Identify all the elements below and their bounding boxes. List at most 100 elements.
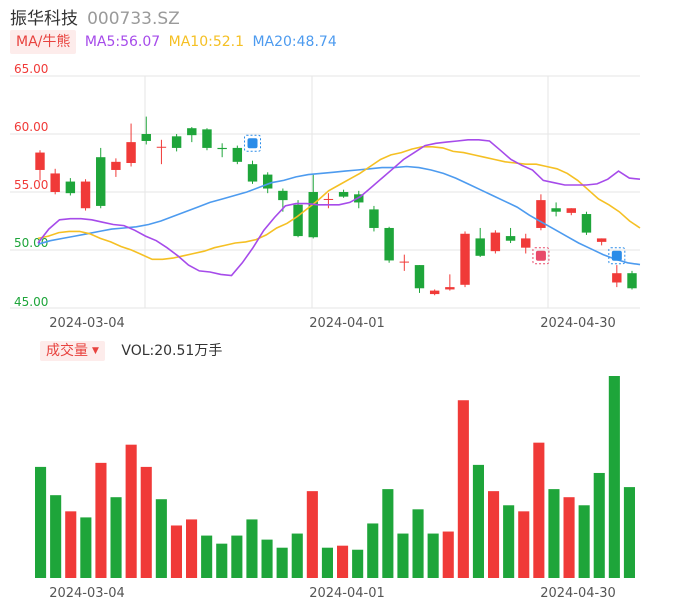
- candle-body: [232, 147, 243, 162]
- ma10-line: [37, 146, 641, 261]
- candle-body: [399, 261, 410, 263]
- volume-bar: [201, 535, 213, 578]
- volume-bar: [186, 519, 198, 578]
- volume-bar: [35, 466, 47, 578]
- volume-bar: [321, 547, 333, 578]
- candle-body: [475, 238, 485, 256]
- volume-value: VOL:20.51万手: [121, 343, 223, 359]
- candle-body: [505, 236, 516, 241]
- candlesticks: [35, 116, 637, 296]
- volume-bar: [65, 511, 77, 578]
- ma10-value: MA10:52.1: [168, 34, 244, 50]
- candle-body: [445, 287, 455, 290]
- candle-body: [596, 238, 607, 242]
- volume-bar: [427, 533, 439, 578]
- candle-body: [80, 181, 91, 209]
- date-tick-label: 2024-04-30: [540, 316, 616, 331]
- volume-bar: [578, 505, 590, 578]
- volume-bar: [306, 491, 318, 578]
- candle-body: [627, 273, 637, 289]
- volume-bar: [140, 466, 152, 578]
- volume-date-axis-labels: 2024-03-04 2024-04-01 2024-04-30: [49, 586, 616, 601]
- candle-body: [414, 265, 425, 289]
- volume-bar: [291, 533, 303, 578]
- signal-markers: [244, 134, 626, 265]
- candle-body: [126, 142, 136, 163]
- volume-bar: [533, 442, 545, 578]
- date-axis-labels: 2024-03-04 2024-04-01 2024-04-30: [49, 316, 616, 331]
- volume-bar: [488, 491, 500, 578]
- signal-marker-frame: [532, 247, 550, 265]
- date-tick-label: 2024-03-04: [49, 316, 125, 331]
- stock-code: 000733.SZ: [87, 9, 180, 29]
- signal-marker-frame: [244, 134, 262, 152]
- volume-bar: [231, 535, 243, 578]
- dropdown-arrow-icon: ▼: [92, 346, 99, 356]
- volume-bar: [548, 489, 560, 578]
- volume-bar: [261, 539, 273, 578]
- ma-legend: MA/牛熊 MA5:56.07 MA10:52.1 MA20:48.74: [10, 30, 337, 54]
- candle-body: [35, 152, 45, 170]
- date-tick-label: 2024-04-01: [309, 586, 385, 601]
- volume-indicator-label: 成交量: [46, 343, 88, 359]
- price-tick-label: 45.00: [14, 295, 48, 309]
- candle-body: [308, 192, 318, 238]
- candle-body: [581, 214, 592, 233]
- candle-body: [96, 157, 106, 206]
- ma5-value: MA5:56.07: [84, 34, 161, 50]
- volume-bar: [337, 545, 349, 578]
- volume-bar: [397, 533, 409, 578]
- candle-body: [551, 208, 561, 212]
- volume-legend: 成交量 ▼ VOL:20.51万手: [40, 341, 222, 363]
- candle-body: [262, 174, 273, 189]
- ma20-value: MA20:48.74: [252, 34, 337, 50]
- volume-bar: [608, 376, 620, 578]
- candle-body: [338, 192, 349, 197]
- volume-bar: [563, 497, 575, 578]
- volume-bar: [442, 531, 454, 578]
- volume-bar: [352, 549, 364, 578]
- candle-body: [369, 209, 379, 228]
- volume-bar: [95, 462, 107, 578]
- candle-body: [217, 147, 227, 150]
- volume-bar: [382, 489, 394, 578]
- volume-bar: [593, 472, 605, 578]
- price-tick-label: 60.00: [14, 120, 48, 134]
- candle-body: [521, 238, 531, 248]
- volume-bar: [110, 497, 122, 578]
- price-tick-label: 55.00: [14, 178, 48, 192]
- volume-bar: [503, 505, 515, 578]
- volume-bar: [276, 547, 288, 578]
- ma5-line: [37, 139, 641, 277]
- candle-body: [293, 204, 303, 237]
- candle-body: [50, 173, 60, 192]
- candle-body: [612, 273, 622, 283]
- date-tick-label: 2024-04-01: [309, 316, 385, 331]
- volume-bar: [155, 499, 167, 578]
- candle-body: [490, 232, 501, 252]
- candle-body: [536, 200, 546, 228]
- candle-body: [171, 136, 182, 148]
- candle-body: [187, 128, 197, 136]
- ma-indicator-button[interactable]: MA/牛熊: [10, 30, 77, 54]
- volume-indicator-button[interactable]: 成交量 ▼: [40, 341, 105, 361]
- volume-bar: [367, 523, 379, 578]
- volume-bar: [216, 543, 228, 578]
- volume-bar: [472, 464, 484, 578]
- volume-bar: [412, 509, 424, 578]
- volume-bar: [80, 517, 92, 578]
- candle-body: [460, 233, 470, 285]
- volume-bar: [50, 495, 62, 578]
- volume-bar: [518, 511, 530, 578]
- candle-body: [111, 161, 121, 170]
- moving-average-lines: [37, 139, 641, 277]
- candle-body: [278, 190, 288, 201]
- date-tick-label: 2024-04-30: [540, 586, 616, 601]
- candle-body: [247, 164, 258, 182]
- price-tick-label: 65.00: [14, 62, 48, 76]
- date-tick-label: 2024-03-04: [49, 586, 125, 601]
- volume-bar: [457, 400, 469, 578]
- ma20-line: [37, 165, 641, 266]
